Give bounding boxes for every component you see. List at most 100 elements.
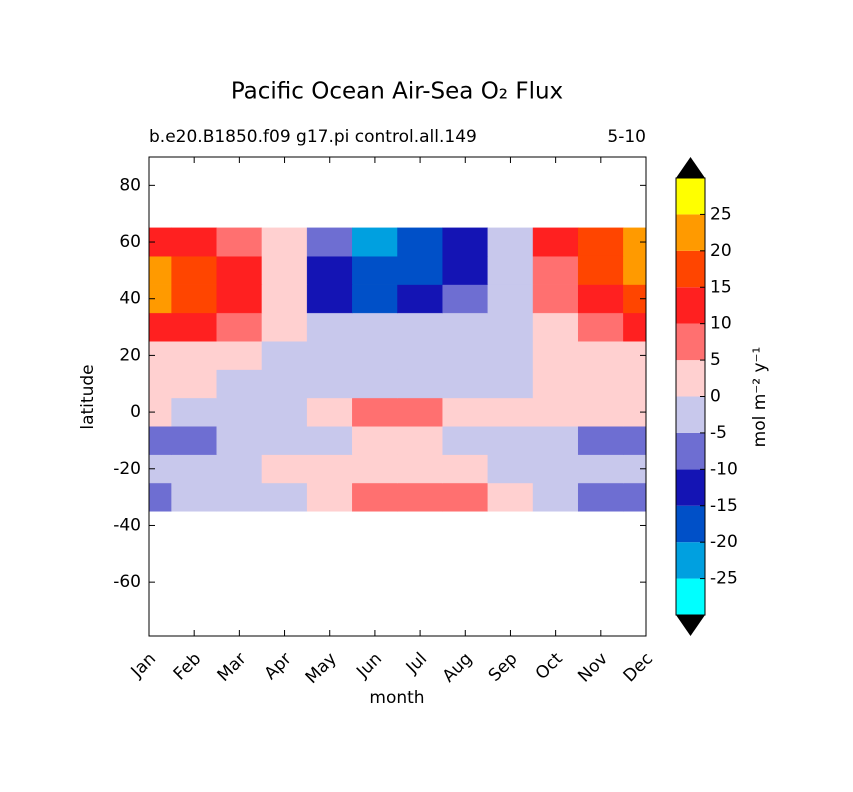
- contour-cell: [577, 426, 624, 455]
- contour-cell: [577, 284, 624, 314]
- colorbar-swatch: [676, 178, 705, 215]
- contour-cell: [352, 255, 398, 285]
- contour-cell: [577, 369, 624, 399]
- contour-cell: [171, 312, 218, 342]
- contour-cell: [442, 426, 489, 455]
- x-tick-label: Nov: [574, 649, 612, 687]
- contour-cell: [487, 312, 534, 342]
- y-tick-label: 60: [119, 232, 141, 252]
- y-tick-label: 0: [130, 402, 141, 422]
- y-tick-label: 40: [119, 289, 141, 309]
- contour-cell: [306, 454, 353, 484]
- contour-cell: [623, 482, 647, 512]
- contour-cell: [487, 255, 534, 285]
- contour-cell: [148, 312, 172, 342]
- contour-cell: [261, 227, 308, 257]
- colorbar-extend: [676, 615, 705, 636]
- colorbar-tick-label: 25: [710, 204, 732, 224]
- subtitle: b.e20.B1850.f09 g17.pi control.all.149: [149, 127, 477, 147]
- colorbar-swatch: [676, 360, 705, 397]
- contour-cell: [532, 255, 579, 285]
- contour-cell: [261, 397, 308, 427]
- y-tick-label: -20: [113, 459, 141, 479]
- subtitle-right: 5-10: [607, 127, 646, 147]
- contour-cell: [171, 340, 218, 370]
- x-tick-label: Apr: [261, 649, 296, 684]
- contour-cell: [261, 482, 308, 512]
- colorbar-swatch: [676, 578, 705, 615]
- contour-cell: [397, 227, 443, 257]
- chart-title: Pacific Ocean Air-Sea O₂ Flux: [231, 79, 563, 105]
- contour-cell: [216, 369, 263, 399]
- contour-cell: [623, 369, 647, 399]
- contour-cell: [216, 227, 263, 257]
- x-tick-label: Aug: [439, 649, 477, 687]
- contour-cell: [577, 482, 624, 512]
- contour-cell: [148, 255, 172, 285]
- contour-cell: [306, 312, 353, 342]
- x-tick-label: Jul: [402, 649, 431, 678]
- contour-cell: [171, 227, 218, 257]
- contour-cell: [261, 284, 308, 314]
- colorbar-swatch: [676, 469, 705, 506]
- colorbar-tick-label: -20: [710, 532, 738, 552]
- contour-cell: [306, 227, 353, 257]
- y-tick-label: -60: [113, 572, 141, 592]
- contour-cell: [148, 482, 172, 512]
- contour-cell: [442, 227, 489, 257]
- colorbar-tick-label: 10: [710, 314, 732, 334]
- contour-cell: [352, 340, 398, 370]
- contour-cell: [532, 284, 579, 314]
- contour-cell: [532, 227, 579, 257]
- contour-cell: [352, 312, 398, 342]
- colorbar-swatch: [676, 214, 705, 251]
- colorbar-swatch: [676, 250, 705, 288]
- contour-cell: [306, 284, 353, 314]
- x-tick-label: Feb: [170, 649, 205, 684]
- contour-cell: [171, 369, 218, 399]
- contour-cell: [397, 369, 443, 399]
- contour-cell: [261, 454, 308, 484]
- contour-cell: [216, 255, 263, 285]
- contour-cell: [216, 284, 263, 314]
- colorbar-tick-label: 0: [710, 387, 721, 407]
- x-axis-label: month: [369, 688, 424, 708]
- contour-cell: [442, 340, 489, 370]
- contour-cell: [306, 340, 353, 370]
- contour-cell: [352, 227, 398, 257]
- contour-cell: [261, 369, 308, 399]
- contour-cell: [306, 255, 353, 285]
- contour-cell: [577, 227, 624, 257]
- contour-cell: [216, 454, 263, 484]
- contour-cell: [532, 397, 579, 427]
- contour-cell: [487, 369, 534, 399]
- contour-cell: [216, 340, 263, 370]
- contour-cell: [171, 454, 218, 484]
- x-tick-label: May: [302, 649, 341, 688]
- contour-cell: [442, 312, 489, 342]
- contour-cell: [487, 227, 534, 257]
- contour-cell: [487, 284, 534, 314]
- colorbar-swatch: [676, 287, 705, 324]
- contour-cell: [532, 482, 579, 512]
- contour-cell: [352, 369, 398, 399]
- contour-cell: [352, 397, 398, 427]
- contour-cell: [397, 340, 443, 370]
- contour-cell: [577, 454, 624, 484]
- x-tick-label: Oct: [532, 649, 567, 684]
- contour-cell: [442, 482, 489, 512]
- colorbar-swatch: [676, 323, 705, 361]
- y-tick-label: -40: [113, 515, 141, 535]
- colorbar-tick-label: -15: [710, 496, 738, 516]
- contour-cell: [306, 369, 353, 399]
- contour-cell: [352, 454, 398, 484]
- contour-cell: [397, 255, 443, 285]
- x-tick-label: Sep: [485, 649, 522, 686]
- contour-cell: [148, 426, 172, 455]
- contour-cell: [397, 284, 443, 314]
- colorbar-tick-label: 15: [710, 277, 732, 297]
- contour-cell: [397, 312, 443, 342]
- contour-cell: [261, 340, 308, 370]
- contour-cell: [487, 482, 534, 512]
